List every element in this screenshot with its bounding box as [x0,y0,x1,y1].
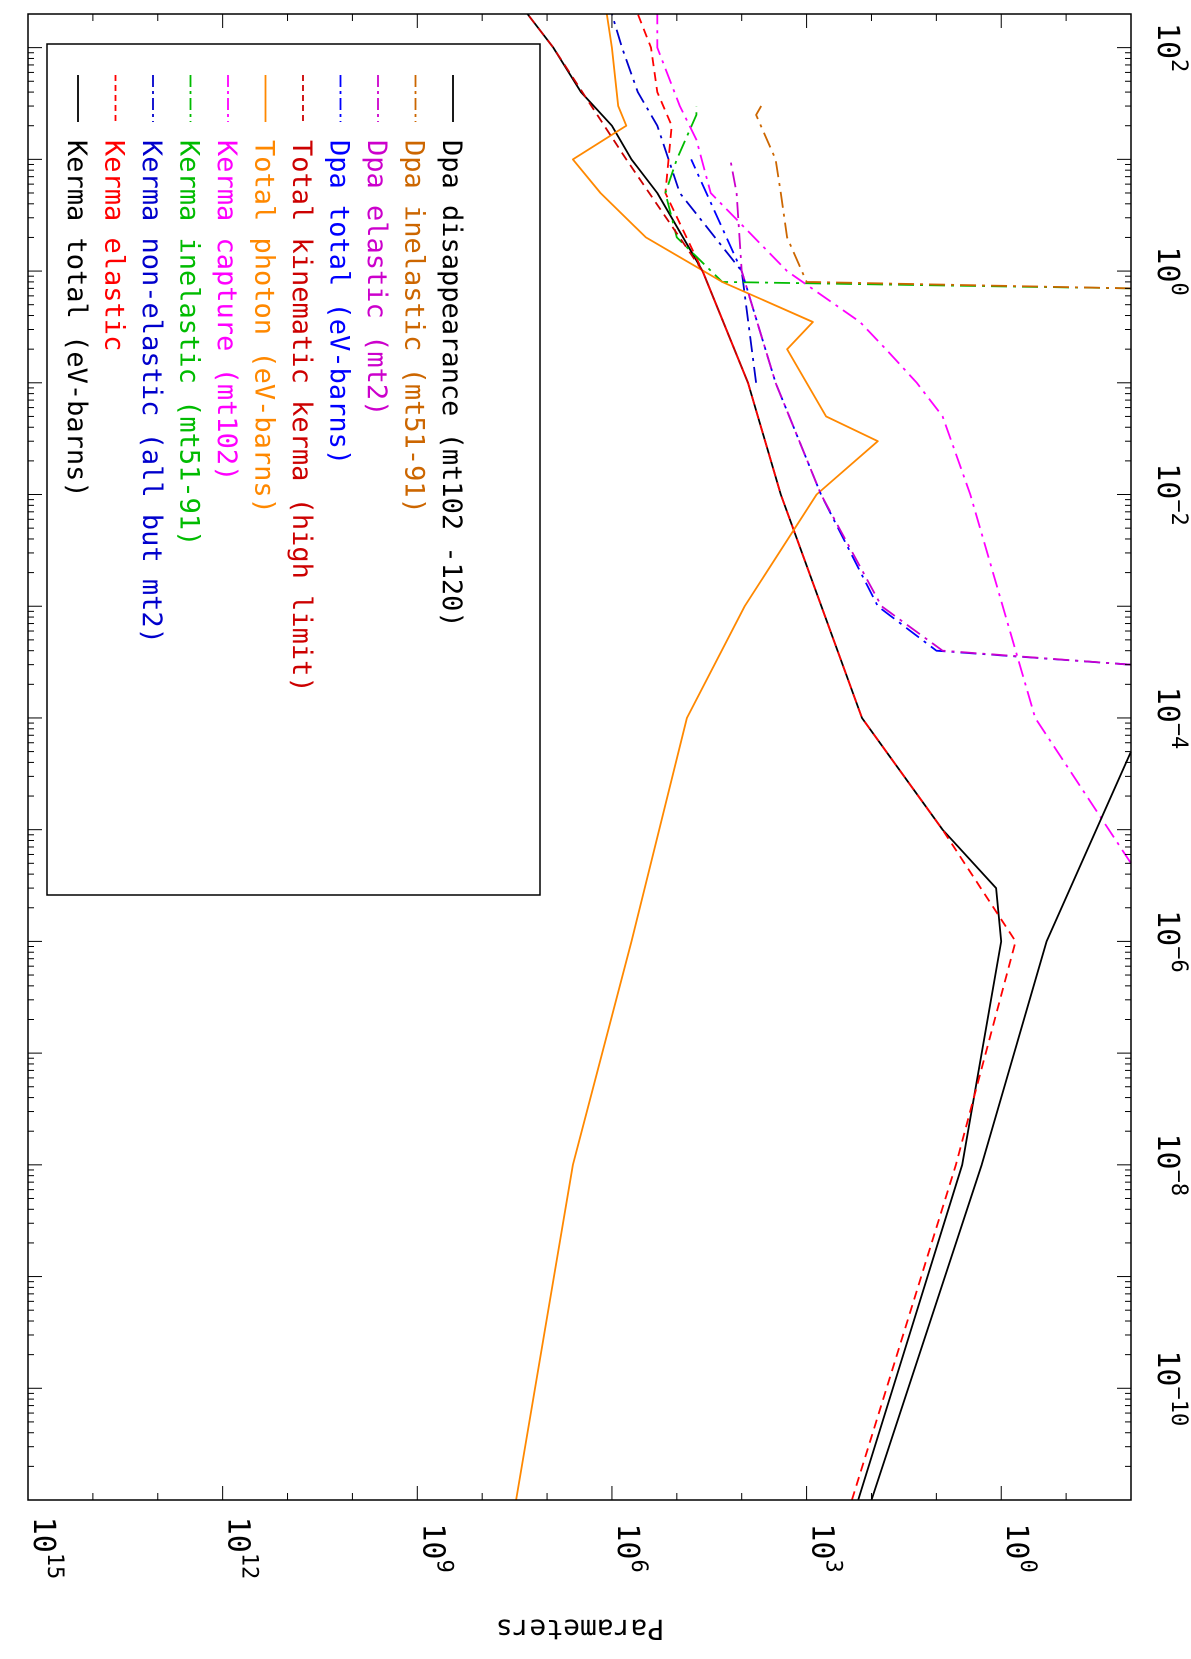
y-tick-label: 1015 [26,1517,67,1580]
x-tick-label: 10−8 [1150,1133,1191,1196]
legend-entry-label: Dpa disappearance (mt102 -120) [436,140,467,628]
y-tick-label: 106 [610,1523,651,1572]
legend-entry-label: Kerma capture (mt102) [211,140,242,481]
x-tick-label: 100 [1150,246,1191,295]
series-line-10 [755,105,1132,290]
legend-entry-label: Total photon (eV-barns) [249,140,280,514]
legend: Kerma total (eV-barns) Kerma elastic Kerma… [46,43,541,896]
y-axis-title: Parameters [496,1613,665,1646]
plot-frame [27,13,1132,1501]
series-line-11 [870,751,1132,1501]
legend-entry-label: Kerma inelastic (mt51-91) [174,140,205,546]
legend-entry-label: Dpa total (eV-barns) [324,140,355,465]
x-tick-label: 10−6 [1150,910,1191,973]
legend-entry-label: Kerma total (eV-barns) [61,140,92,498]
legend-entry-label: Kerma non-elastic (all but mt2) [136,140,167,644]
tick-layer [27,13,1132,1501]
y-tick-label: 103 [805,1523,846,1572]
series-line-9 [729,159,1132,666]
x-tick-label: 10−2 [1150,463,1191,526]
legend-entry-label: Dpa elastic (mt2) [361,140,392,416]
series-layer [515,13,1132,1501]
y-tick-label: 100 [999,1523,1040,1572]
x-tick-label: 10−4 [1150,687,1191,750]
series-line-7 [526,13,749,384]
legend-entry-label: Kerma elastic [99,140,130,351]
label-layer: 10−10 10−8 10−6 10−4 10−2 100 102 100 103 106 109 1… [26,23,1191,1579]
legend-entry-label: Total kinematic kerma (high limit) [286,140,317,693]
x-tick-label: 10−10 [1150,1350,1191,1426]
series-line-3 [611,13,757,383]
y-tick-label: 109 [415,1523,456,1572]
series-line-5 [656,14,1132,864]
series-line-6 [515,13,879,1501]
x-tick-label: 102 [1150,23,1191,72]
y-tick-label: 1012 [221,1517,262,1580]
legend-entry-label: Dpa inelastic (mt51-91) [399,140,430,514]
legend-box [46,43,541,896]
